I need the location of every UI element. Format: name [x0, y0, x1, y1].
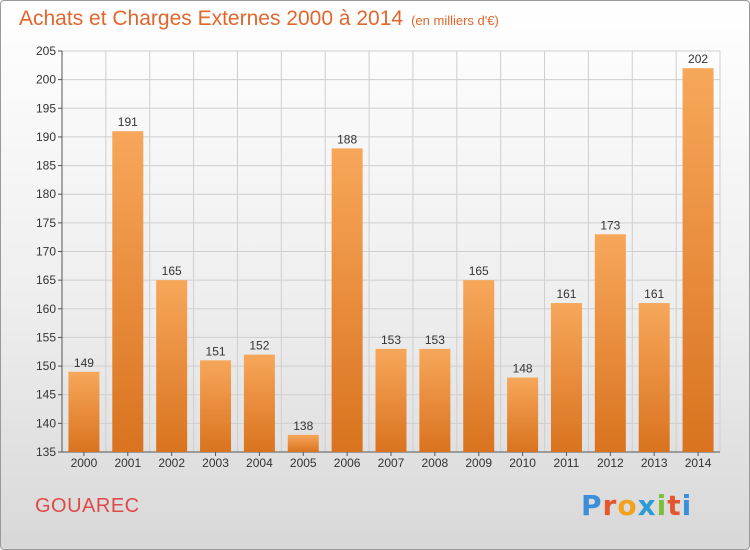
- data-label: 152: [249, 339, 269, 353]
- data-label: 165: [469, 264, 489, 278]
- proxiti-logo: Proxiti: [581, 489, 693, 522]
- bar: [375, 348, 407, 452]
- y-tick-label: 190: [36, 130, 56, 144]
- data-label: 153: [381, 333, 401, 347]
- chart-unit-text: (en milliers d'€): [411, 13, 499, 28]
- y-tick-label: 155: [36, 330, 56, 344]
- y-tick-label: 200: [36, 73, 56, 87]
- data-label: 161: [644, 287, 664, 301]
- bar: [463, 280, 495, 452]
- y-tick-label: 150: [36, 359, 56, 373]
- x-tick-label: 2003: [202, 456, 229, 470]
- y-tick-label: 180: [36, 187, 56, 201]
- data-label: 191: [118, 115, 138, 129]
- y-tick-label: 170: [36, 245, 56, 259]
- bar: [156, 280, 188, 452]
- x-tick-label: 2007: [378, 456, 405, 470]
- x-tick-label: 2002: [158, 456, 185, 470]
- bars: [68, 68, 714, 452]
- data-label: 202: [688, 52, 708, 66]
- x-tick-label: 2009: [465, 456, 492, 470]
- data-label: 153: [425, 333, 445, 347]
- y-tick-label: 195: [36, 101, 56, 115]
- bar: [243, 354, 275, 452]
- bar: [682, 68, 714, 452]
- bar: [287, 434, 319, 452]
- commune-name: GOUAREC: [35, 495, 140, 517]
- data-label: 138: [293, 419, 313, 433]
- y-tick-label: 135: [36, 445, 56, 459]
- y-tick-label: 175: [36, 216, 56, 230]
- x-tick-label: 2000: [71, 456, 98, 470]
- y-tick-label: 165: [36, 273, 56, 287]
- y-tick-label: 205: [36, 44, 56, 58]
- data-label: 151: [206, 344, 226, 358]
- x-tick-label: 2014: [685, 456, 712, 470]
- bar: [594, 234, 626, 452]
- x-tick-label: 2012: [597, 456, 624, 470]
- data-label: 173: [600, 218, 620, 232]
- x-tick-label: 2001: [114, 456, 141, 470]
- bar: [638, 303, 670, 452]
- y-tick-label: 145: [36, 388, 56, 402]
- y-tick-label: 140: [36, 416, 56, 430]
- data-label: 161: [556, 287, 576, 301]
- chart-title-text: Achats et Charges Externes 2000 à 2014: [19, 7, 404, 30]
- bar: [507, 377, 539, 452]
- bar: [419, 348, 451, 452]
- x-tick-label: 2013: [641, 456, 668, 470]
- chart-title: Achats et Charges Externes 2000 à 2014 (e…: [19, 7, 499, 31]
- y-tick-label: 185: [36, 159, 56, 173]
- x-tick-label: 2004: [246, 456, 273, 470]
- x-tick-label: 2011: [554, 456, 580, 470]
- bar: [550, 303, 582, 452]
- x-tick-label: 2010: [509, 456, 536, 470]
- x-tick-label: 2008: [422, 456, 449, 470]
- data-label: 165: [162, 264, 182, 278]
- x-tick-label: 2005: [290, 456, 317, 470]
- y-tick-label: 160: [36, 302, 56, 316]
- bar: [200, 360, 232, 452]
- data-labels: 149 191 165 151 152 138 188 153 153 165 148 161 173 1…: [74, 52, 708, 433]
- x-tick-label: 2006: [334, 456, 361, 470]
- bar: [331, 148, 363, 452]
- bar: [68, 371, 100, 452]
- data-label: 149: [74, 356, 94, 370]
- axes: 135 140 145 150 155 160 165 170 175 180 185 190 195 2…: [36, 44, 720, 470]
- bar: [112, 131, 144, 452]
- data-label: 188: [337, 132, 357, 146]
- data-label: 148: [513, 362, 533, 376]
